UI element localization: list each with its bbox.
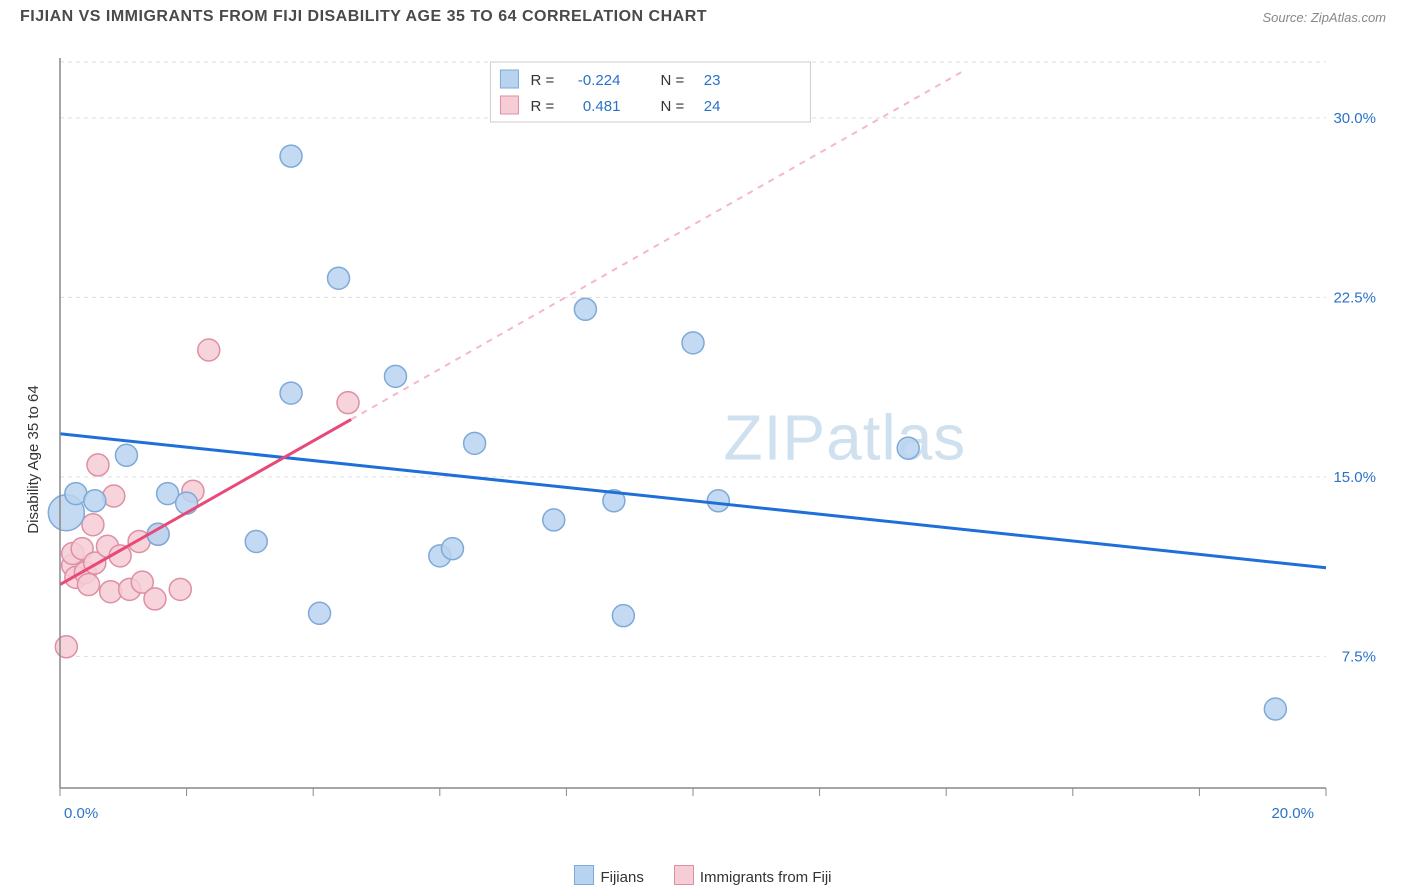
data-point [280,145,302,167]
stat-n: 23 [704,72,721,89]
svg-text:15.0%: 15.0% [1333,469,1376,486]
data-point [198,339,220,361]
source-label: Source: ZipAtlas.com [1262,10,1386,25]
data-point [77,574,99,596]
data-point [543,509,565,531]
data-point [574,298,596,320]
data-point [169,578,191,600]
svg-text:N =: N = [660,72,684,89]
legend-item: Immigrants from Fiji [674,865,832,886]
data-point [707,490,729,512]
chart-title: FIJIAN VS IMMIGRANTS FROM FIJI DISABILIT… [20,8,707,26]
data-point [87,454,109,476]
data-point [1264,698,1286,720]
data-point [309,602,331,624]
scatter-chart: 7.5% 15.0% 22.5% 30.0% ZIPatlas 0.0% 20.0% Disa… [20,38,1386,848]
data-point [337,392,359,414]
legend-swatch [674,865,694,885]
svg-text:7.5%: 7.5% [1342,648,1376,665]
data-point [176,492,198,514]
y-axis-label: Disability Age 35 to 64 [25,385,42,533]
data-point [384,365,406,387]
svg-text:R =: R = [530,98,554,115]
data-point [441,538,463,560]
data-point [55,636,77,658]
legend-item: Fijians [574,865,643,886]
svg-text:30.0%: 30.0% [1333,110,1376,127]
data-point [897,437,919,459]
legend-swatch [500,70,518,88]
legend-swatch [574,865,594,885]
bottom-legend: Fijians Immigrants from Fiji [0,865,1406,886]
svg-text:22.5%: 22.5% [1333,289,1376,306]
svg-text:20.0%: 20.0% [1271,805,1314,822]
stat-n: 24 [704,98,721,115]
watermark: ZIPatlas [724,402,967,474]
data-point [144,588,166,610]
legend-swatch [500,96,518,114]
data-point [82,514,104,536]
data-point [612,605,634,627]
data-point [280,382,302,404]
svg-text:R =: R = [530,72,554,89]
data-point [84,490,106,512]
svg-text:N =: N = [660,98,684,115]
data-point [464,432,486,454]
svg-text:0.0%: 0.0% [64,805,98,822]
data-point [682,332,704,354]
data-point [115,444,137,466]
stat-r: 0.481 [583,98,621,115]
data-point [245,530,267,552]
data-point [328,267,350,289]
stat-r: -0.224 [578,72,621,89]
